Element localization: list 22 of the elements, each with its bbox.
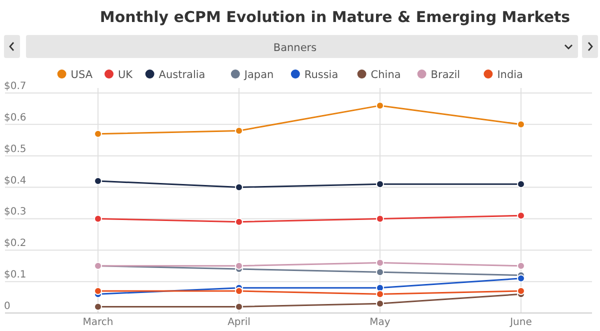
legend-label: Brazil — [430, 69, 460, 81]
legend-label: China — [370, 69, 401, 81]
y-tick-label: $0.4 — [4, 175, 26, 186]
legend-label: UK — [118, 69, 134, 81]
x-tick-label: June — [509, 317, 532, 328]
legend-label: India — [497, 69, 523, 81]
y-tick-label: $0.3 — [4, 206, 26, 218]
x-tick-label: May — [370, 317, 390, 328]
legend-label: USA — [70, 69, 94, 81]
y-tick-label: $0.7 — [4, 81, 26, 92]
y-tick-label: $0.2 — [4, 238, 26, 250]
y-tick-label: $0.5 — [4, 144, 26, 155]
legend-label: Japan — [243, 69, 274, 81]
x-tick-label: March — [82, 317, 114, 328]
x-tick-label: April — [228, 317, 250, 328]
y-tick-label: $0.6 — [4, 112, 26, 124]
chart-title: Monthly eCPM Evolution in Mature & Emerging Markets — [100, 8, 570, 26]
legend-label: Australia — [158, 69, 206, 81]
y-tick-label: $0.1 — [4, 270, 26, 281]
legend-label: Russia — [304, 69, 338, 81]
y-tick-label: 0 — [4, 301, 10, 312]
chart-subtitle: Banners — [273, 42, 317, 54]
